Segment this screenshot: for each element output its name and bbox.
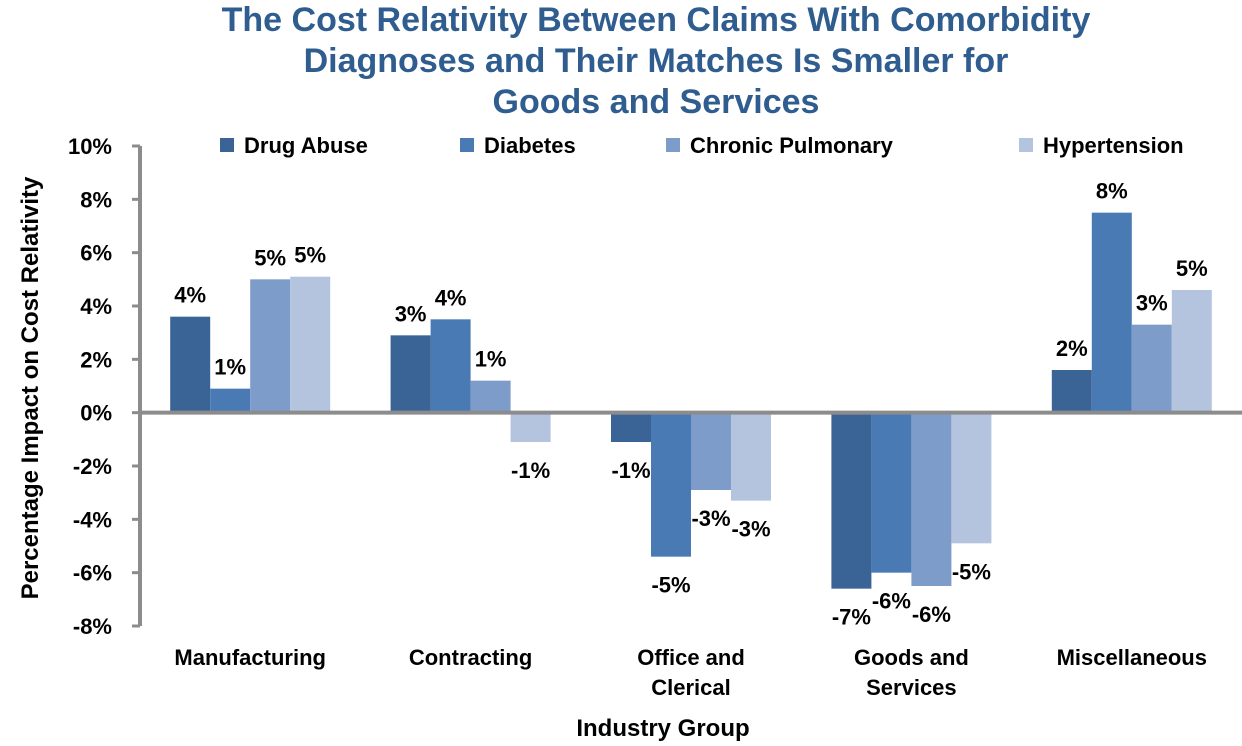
data-label: -3% bbox=[731, 517, 770, 542]
bar bbox=[1091, 212, 1132, 413]
legend-swatch bbox=[460, 138, 474, 152]
y-tick-label: 4% bbox=[80, 294, 112, 319]
y-axis: 10% 8% 6% 4% 2% 0% -2% -4% -6% -8% bbox=[68, 134, 142, 639]
bar bbox=[911, 412, 952, 586]
data-label: -5% bbox=[952, 559, 991, 584]
data-label: -6% bbox=[872, 589, 911, 614]
legend-swatch bbox=[220, 138, 234, 152]
data-label: 5% bbox=[1176, 256, 1208, 281]
legend-label: Hypertension bbox=[1043, 133, 1184, 158]
data-label: -1% bbox=[511, 458, 550, 483]
data-label: 3% bbox=[1136, 291, 1168, 316]
x-axis-title: Industry Group bbox=[576, 715, 749, 742]
x-tick-label: Contracting bbox=[409, 645, 532, 670]
data-label: -3% bbox=[691, 506, 730, 531]
x-tick-label: Miscellaneous bbox=[1057, 645, 1207, 670]
bar bbox=[1131, 324, 1172, 413]
data-labels: 4%1%5% 5%3%4%1%-1% -1%-5%-3% -3%-7%-6%-6%-5… bbox=[174, 179, 1207, 630]
data-label: 5% bbox=[294, 243, 326, 268]
legend-item: Drug Abuse bbox=[220, 133, 368, 158]
bar bbox=[170, 316, 211, 413]
legend-swatch bbox=[1019, 138, 1033, 152]
data-label: -7% bbox=[832, 605, 871, 630]
chart-title-line: Goods and Services bbox=[493, 83, 820, 121]
legend-label: Diabetes bbox=[484, 133, 576, 158]
chart-title: The Cost Relativity Between Claims With … bbox=[222, 1, 1091, 121]
x-tick-label: Clerical bbox=[651, 675, 731, 700]
data-label: 1% bbox=[214, 355, 246, 380]
legend: Drug Abuse Diabetes Chronic Pulmonary Hyper… bbox=[220, 133, 1184, 158]
y-tick-label: -6% bbox=[73, 561, 112, 586]
data-label: 3% bbox=[395, 301, 427, 326]
data-label: 4% bbox=[174, 283, 206, 308]
legend-item: Chronic Pulmonary bbox=[666, 133, 894, 158]
data-label: -6% bbox=[912, 602, 951, 627]
legend-label: Chronic Pulmonary bbox=[690, 133, 894, 158]
y-tick-label: 2% bbox=[80, 347, 112, 372]
x-tick-label: Goods and bbox=[854, 645, 969, 670]
x-tick-label: Manufacturing bbox=[174, 645, 326, 670]
legend-label: Drug Abuse bbox=[244, 133, 368, 158]
bar bbox=[250, 279, 291, 413]
legend-swatch bbox=[666, 138, 680, 152]
bar bbox=[731, 412, 771, 501]
x-tick-label: Services bbox=[866, 675, 957, 700]
chart-title-line: Diagnoses and Their Matches Is Smaller f… bbox=[304, 42, 1009, 80]
bar bbox=[1051, 370, 1092, 413]
bar bbox=[290, 276, 331, 413]
bar bbox=[510, 412, 551, 442]
data-label: -5% bbox=[651, 573, 690, 598]
y-tick-label: -4% bbox=[73, 507, 112, 532]
bar bbox=[470, 380, 511, 413]
bar bbox=[871, 412, 912, 573]
data-label: -1% bbox=[611, 458, 650, 483]
data-label: 1% bbox=[475, 347, 507, 372]
data-label: 8% bbox=[1096, 179, 1128, 204]
y-tick-label: 0% bbox=[80, 401, 112, 426]
bar bbox=[611, 412, 651, 442]
bar bbox=[1171, 290, 1212, 413]
bar bbox=[651, 412, 691, 557]
data-label: 5% bbox=[254, 245, 286, 270]
bar bbox=[210, 388, 251, 413]
bar bbox=[390, 335, 431, 413]
y-axis-title: Percentage Impact on Cost Relativity bbox=[17, 176, 44, 599]
y-tick-label: -2% bbox=[73, 454, 112, 479]
legend-item: Diabetes bbox=[460, 133, 576, 158]
data-label: 2% bbox=[1056, 336, 1088, 361]
bars bbox=[170, 212, 1212, 589]
bar bbox=[951, 412, 992, 544]
bar bbox=[831, 412, 872, 589]
y-tick-label: 6% bbox=[80, 241, 112, 266]
legend-item: Hypertension bbox=[1019, 133, 1184, 158]
y-tick-label: 10% bbox=[68, 134, 112, 159]
data-label: 4% bbox=[435, 285, 467, 310]
bar bbox=[691, 412, 731, 490]
y-tick-label: -8% bbox=[73, 614, 112, 639]
x-tick-label: Office and bbox=[637, 645, 745, 670]
y-tick-label: 8% bbox=[80, 187, 112, 212]
chart-title-line: The Cost Relativity Between Claims With … bbox=[222, 1, 1091, 39]
bar bbox=[430, 319, 471, 413]
x-axis: Manufacturing Contracting Office and Cleric… bbox=[140, 410, 1242, 700]
